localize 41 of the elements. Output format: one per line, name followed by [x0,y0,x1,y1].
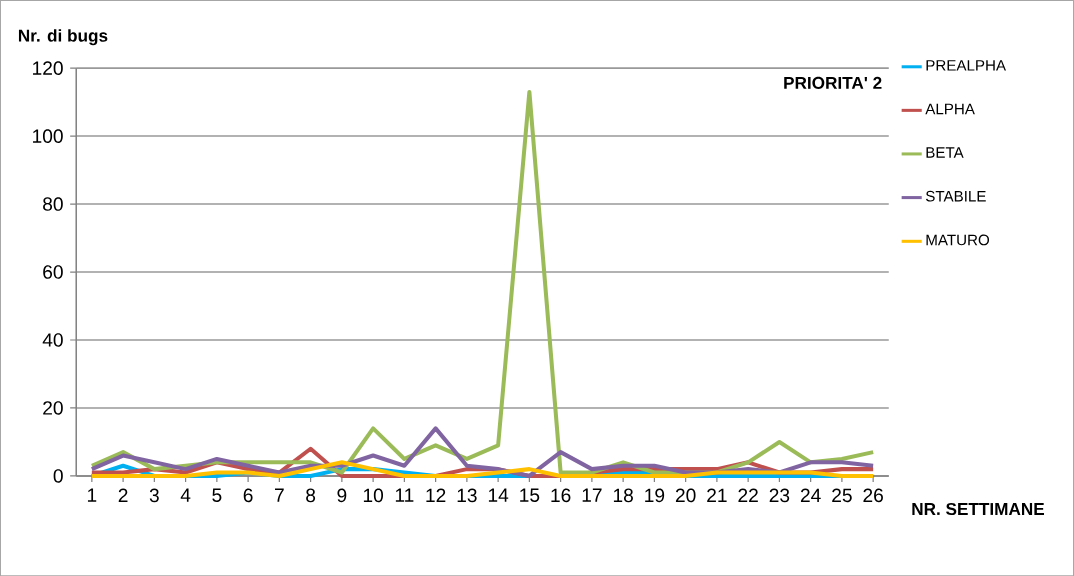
x-tick-label: 1 [87,488,97,502]
x-tick-label: 18 [613,488,633,502]
x-tick-label: 5 [212,488,222,502]
y-tick-label: 100 [33,129,63,143]
x-tick-label: 8 [306,488,316,502]
y-tick-label: 20 [43,401,63,415]
y-tick-label: 80 [43,197,63,211]
x-axis-title: NR. SETTIMANE [912,502,1045,515]
y-tick-label: 60 [43,265,63,279]
x-tick-label: 25 [832,488,852,502]
legend-label: ALPHA [925,103,975,114]
x-tick-label: 26 [863,488,883,502]
x-tick-label: 10 [363,488,384,502]
y-axis-title: Nr. di bugs [18,28,108,46]
x-tick-label: 22 [738,488,758,502]
x-tick-label: 15 [520,488,540,502]
x-tick-label: 9 [337,488,347,502]
x-tick-label: 20 [675,488,696,502]
x-tick-label: 12 [426,488,446,502]
legend-label: MATURO [926,234,990,246]
x-tick-label: 17 [582,488,602,502]
x-tick-label: 14 [488,488,509,502]
x-tick-label: 7 [275,488,284,502]
legend-label: BETA [926,147,964,158]
x-tick-label: 24 [800,488,821,502]
x-tick-label: 16 [551,488,571,502]
x-tick-label: 21 [707,488,727,502]
x-tick-label: 13 [457,488,477,502]
x-tick-label: 4 [180,488,191,502]
x-tick-label: 2 [118,488,128,502]
y-tick-label: 40 [42,333,63,347]
y-tick-label: 120 [33,61,63,75]
legend-label: PREALPHA [926,59,1007,71]
chart-title: PRIORITA' 2 [784,76,882,89]
x-tick-label: 23 [769,488,790,502]
legend-label: STABILE [925,190,986,202]
y-tick-label: 0 [53,468,63,483]
x-tick-label: 3 [149,488,159,502]
x-tick-label: 11 [395,488,414,502]
x-tick-label: 19 [645,488,665,502]
x-tick-label: 6 [243,488,253,502]
